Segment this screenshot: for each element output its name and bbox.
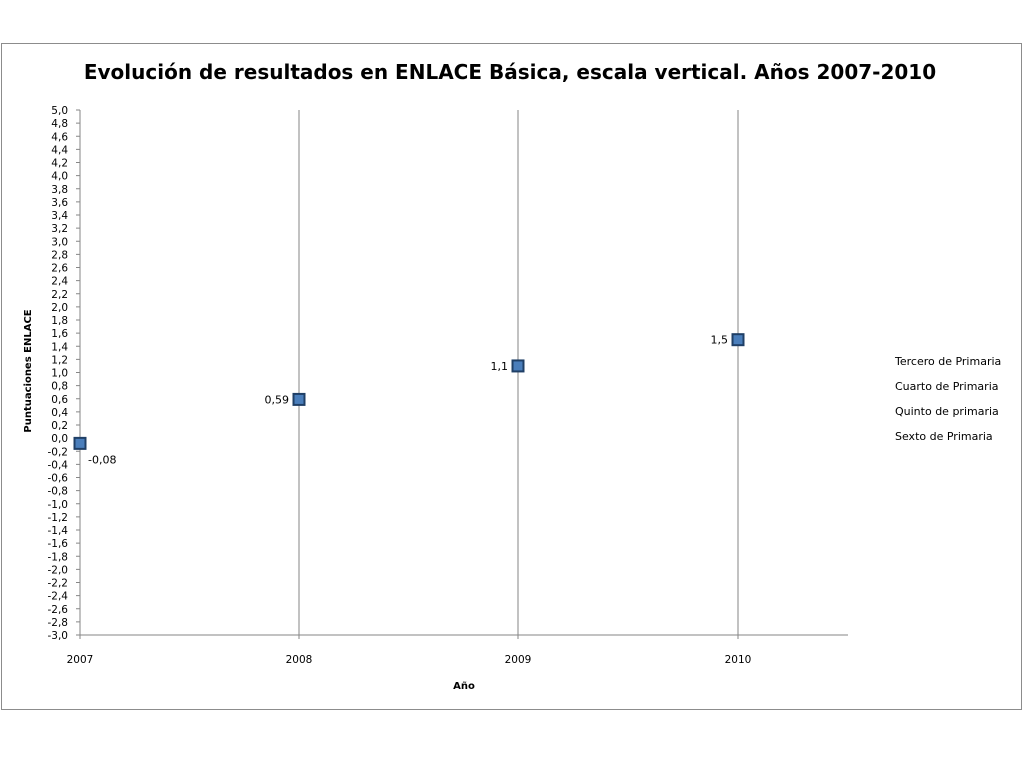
y-tick-label: 2,0	[51, 302, 68, 314]
y-tick-label: -0,2	[48, 446, 69, 458]
y-tick-label: -2,4	[48, 591, 69, 603]
y-tick-label: -1,2	[48, 512, 69, 524]
y-tick-label: 2,6	[51, 263, 68, 275]
y-axis-ticks: -3,0-2,8-2,6-2,4-2,2 -2,0-1,8-1,6-1,4-1,2…	[48, 105, 80, 642]
y-tick-label: -3,0	[48, 630, 69, 642]
legend-entry: Sexto de Primaria	[895, 430, 993, 443]
y-tick-label: -1,8	[48, 551, 69, 563]
x-tick-label: 2009	[505, 654, 532, 666]
y-tick-label: 0,2	[51, 420, 68, 432]
axes	[79, 110, 848, 636]
y-tick-label: 2,4	[51, 276, 68, 288]
y-tick-label: 2,8	[51, 249, 68, 261]
y-tick-label: 0,4	[51, 407, 68, 419]
chart-frame	[1, 43, 1022, 710]
y-tick-label: 3,0	[51, 236, 68, 248]
y-tick-label: 1,2	[51, 354, 68, 366]
y-tick-label: 1,4	[51, 341, 68, 353]
y-tick-label: -2,8	[48, 617, 69, 629]
y-tick-label: 0,0	[51, 433, 68, 445]
legend: Tercero de Primaria Cuarto de Primaria Qui…	[894, 355, 1001, 443]
data-label-2010: 1,5	[711, 334, 729, 347]
legend-entry: Quinto de primaria	[895, 405, 999, 418]
y-tick-label: 4,4	[51, 144, 68, 156]
y-axis-title: Puntuaciones ENLACE	[23, 309, 34, 432]
data-point-2007	[73, 436, 87, 450]
y-tick-label: 1,6	[51, 328, 68, 340]
y-tick-label: 1,0	[51, 368, 68, 380]
data-point-2008	[292, 392, 306, 406]
data-point-2010	[731, 333, 745, 347]
data-point-2009	[511, 359, 525, 373]
y-tick-label: 3,6	[51, 197, 68, 209]
y-tick-label: 4,8	[51, 118, 68, 130]
y-tick-label: 5,0	[51, 105, 68, 117]
data-points	[73, 333, 745, 450]
y-tick-label: 4,6	[51, 131, 68, 143]
x-tick-label: 2008	[286, 654, 313, 666]
data-labels: -0,08 0,59 1,1 1,5	[88, 334, 728, 467]
y-tick-label: -2,0	[48, 564, 69, 576]
y-tick-label: -2,6	[48, 604, 69, 616]
data-label-2007: -0,08	[88, 453, 116, 466]
data-label-2009: 1,1	[491, 360, 509, 373]
x-axis-title: Año	[453, 681, 475, 692]
gridlines	[298, 110, 739, 635]
chart-title: Evolución de resultados en ENLACE Básica…	[84, 60, 936, 84]
y-tick-label: 0,6	[51, 394, 68, 406]
y-tick-label: 4,2	[51, 158, 68, 170]
y-tick-label: -2,2	[48, 578, 69, 590]
legend-entry: Tercero de Primaria	[894, 355, 1001, 368]
x-tick-label: 2010	[725, 654, 752, 666]
y-tick-label: 4,0	[51, 171, 68, 183]
y-tick-label: -1,0	[48, 499, 69, 511]
y-tick-label: -1,6	[48, 538, 69, 550]
y-tick-label: -0,6	[48, 473, 69, 485]
y-tick-label: 3,2	[51, 223, 68, 235]
x-tick-label: 2007	[67, 654, 94, 666]
y-tick-label: 3,4	[51, 210, 68, 222]
y-tick-label: 2,2	[51, 289, 68, 301]
legend-entry: Cuarto de Primaria	[895, 380, 999, 393]
y-tick-label: -0,4	[48, 459, 69, 471]
y-tick-label: 3,8	[51, 184, 68, 196]
y-tick-label: 0,8	[51, 381, 68, 393]
y-tick-label: -1,4	[48, 525, 69, 537]
data-label-2008: 0,59	[265, 393, 290, 406]
y-tick-label: 1,8	[51, 315, 68, 327]
x-axis-ticks: 2007 2008 2009 2010	[67, 635, 752, 666]
y-tick-label: -0,8	[48, 486, 69, 498]
